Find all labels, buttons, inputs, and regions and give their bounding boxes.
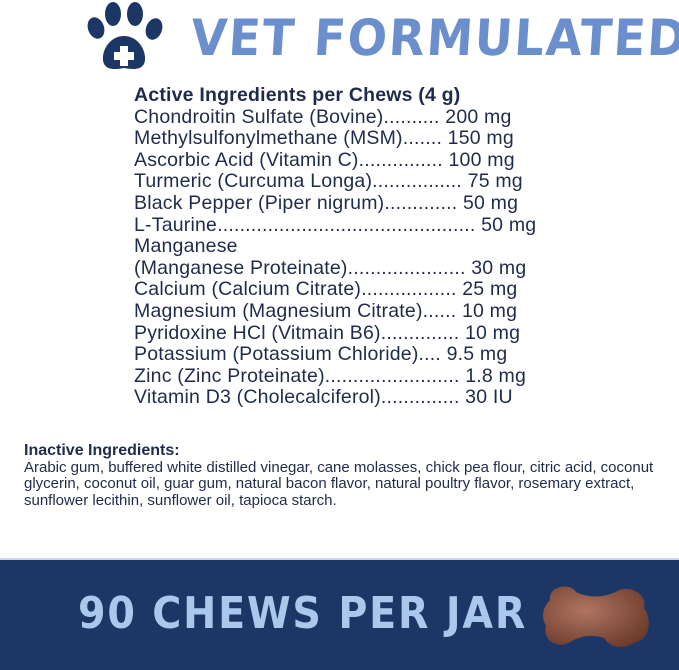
bone-shaped-chew-icon xyxy=(543,586,649,647)
inactive-ingredients: Inactive Ingredients: Arabic gum, buffer… xyxy=(24,442,664,509)
inactive-ingredients-text: Arabic gum, buffered white distilled vin… xyxy=(24,458,654,509)
ingredient-line: Chondroitin Sulfate (Bovine).......... 2… xyxy=(134,105,512,128)
paw-logo-icon xyxy=(87,2,163,70)
ingredient-line: Ascorbic Acid (Vitamin C)...............… xyxy=(134,148,515,171)
ingredient-line: Zinc (Zinc Proteinate)..................… xyxy=(134,364,527,387)
chews-per-jar-banner: 90 CHEWS PER JAR xyxy=(0,558,679,670)
ingredient-line: Manganese xyxy=(134,235,238,258)
ingredient-line: Turmeric (Curcuma Longa)................… xyxy=(134,170,523,193)
inactive-ingredients-heading: Inactive Ingredients: xyxy=(24,442,180,459)
active-ingredients: Active Ingredients per Chews (4 g) Chond… xyxy=(134,84,537,409)
ingredient-line: Potassium (Potassium Chloride).... 9.5 m… xyxy=(134,343,508,366)
ingredient-line: Methylsulfonylmethane (MSM)....... 150 m… xyxy=(134,127,514,150)
page-title: VET FORMULATED xyxy=(189,9,679,67)
ingredient-line: Calcium (Calcium Citrate)...............… xyxy=(134,278,518,301)
ingredient-line: L-Taurine...............................… xyxy=(134,213,537,236)
ingredient-line: Pyridoxine HCl (Vitmain B6).............… xyxy=(134,321,521,344)
active-ingredients-heading: Active Ingredients per Chews (4 g) xyxy=(134,84,461,106)
ingredient-line: Magnesium (Magnesium Citrate)...... 10 m… xyxy=(134,299,518,322)
ingredient-line: Black Pepper (Piper nigrum).............… xyxy=(134,191,519,214)
ingredient-line: Vitamin D3 (Cholecalciferol)............… xyxy=(134,386,513,409)
banner-text: 90 CHEWS PER JAR xyxy=(78,588,528,639)
ingredient-line: (Manganese Proteinate)..................… xyxy=(134,256,527,279)
